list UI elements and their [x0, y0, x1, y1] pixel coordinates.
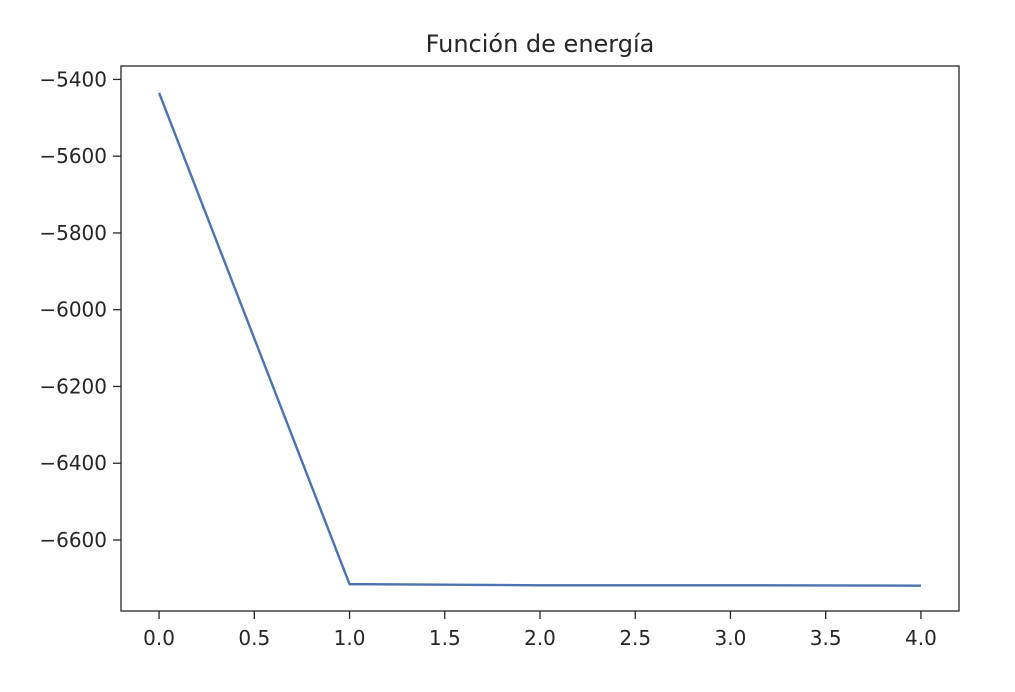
x-tick-label: 4.0	[905, 626, 937, 650]
y-tick-label: −5600	[39, 144, 107, 168]
x-tick-label: 3.5	[810, 626, 842, 650]
chart-title: Función de energía	[426, 30, 655, 58]
x-tick-label: 3.0	[715, 626, 747, 650]
y-tick-label: −6600	[39, 528, 107, 552]
series-layer	[157, 92, 921, 587]
y-tick-label: −6200	[39, 374, 107, 398]
y-tick-label: −6000	[39, 298, 107, 322]
x-tick-label: 2.5	[619, 626, 651, 650]
x-tick-label: 1.5	[429, 626, 461, 650]
x-tick-label: 0.0	[143, 626, 175, 650]
x-tick-label: 1.0	[334, 626, 366, 650]
x-tick-label: 0.5	[238, 626, 270, 650]
y-tick-label: −5400	[39, 67, 107, 91]
y-tick-label: −5800	[39, 221, 107, 245]
series-line	[157, 92, 921, 587]
y-axis: −5400 −5600 −5800 −6000 −6200 −6400 −6600	[39, 67, 121, 552]
y-tick-label: −6400	[39, 451, 107, 475]
plot-area-frame	[120, 65, 960, 612]
x-tick-label: 2.0	[524, 626, 556, 650]
x-axis: 0.0 0.5 1.0 1.5 2.0 2.5 3.0 3.5 4.0	[143, 611, 937, 650]
